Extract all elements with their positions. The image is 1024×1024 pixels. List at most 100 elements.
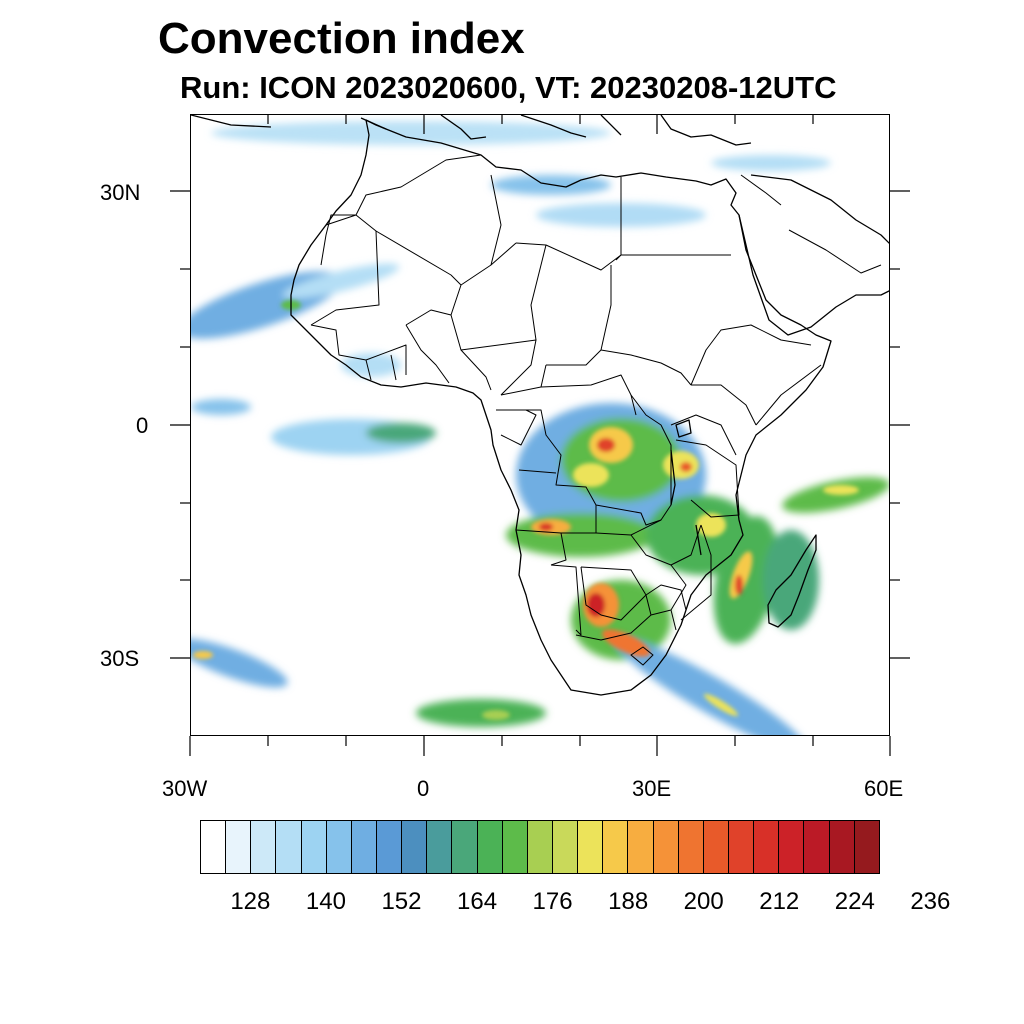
- core-indian-ocean: [823, 485, 859, 495]
- colorbar-swatch: [452, 821, 478, 873]
- convection-sa-band: [615, 637, 807, 735]
- border-uganda-kenya: [670, 414, 737, 456]
- lat-label-0: 0: [136, 413, 149, 438]
- colorbar-swatch: [527, 821, 553, 873]
- border-mozambique: [670, 524, 712, 621]
- border-south-africa: [575, 609, 677, 641]
- colorbar-swatch: [804, 821, 830, 873]
- convection-equatorial-atlantic-w: [191, 399, 251, 415]
- coastline-lake-tanganyika: [670, 449, 676, 506]
- colorbar-tick-label: 152: [381, 888, 422, 915]
- coastline-lake-victoria: [675, 419, 692, 438]
- colorbar-swatch: [376, 821, 403, 873]
- colorbar-swatch: [779, 821, 805, 873]
- convection-sahel-streak: [282, 263, 400, 299]
- coastline-lake-malawi: [695, 524, 702, 556]
- lon-label-0: 0: [417, 776, 430, 801]
- colorbar-tick-label: 212: [759, 888, 800, 915]
- border-western-sahara: [320, 214, 356, 266]
- convection-egypt-north: [711, 155, 831, 171]
- colorbar-swatch: [502, 821, 528, 873]
- core-south-atlantic-w: [193, 651, 213, 659]
- colorbar-swatch: [477, 821, 503, 873]
- colorbar-swatch: [251, 821, 277, 873]
- border-mauritania: [310, 214, 380, 326]
- core-drc-east-red: [680, 462, 692, 472]
- colorbar-tick-label: 140: [305, 888, 346, 915]
- border-ethiopia: [690, 324, 812, 426]
- coastline-europe: [191, 115, 752, 146]
- map-frame: [190, 114, 890, 736]
- border-botswana: [580, 566, 647, 621]
- colorbar-tick-label: 224: [834, 888, 875, 915]
- border-tanzania: [675, 439, 740, 518]
- colorbar-swatch: [276, 821, 302, 873]
- convection-madagascar: [763, 530, 819, 630]
- chart-title: Convection index: [158, 14, 525, 63]
- coastline-africa-mainland: [290, 119, 832, 696]
- border-zimbabwe: [645, 584, 687, 611]
- colorbar-swatch: [301, 821, 327, 873]
- colorbar-swatch: [326, 821, 352, 873]
- map-canvas: [191, 115, 889, 735]
- colorbar: [200, 820, 880, 874]
- core-mozambique-red: [735, 575, 743, 595]
- lon-label-30e: 30E: [632, 776, 672, 801]
- colorbar-swatch: [728, 821, 755, 873]
- convection-south-atlantic-w: [191, 638, 288, 688]
- lat-label-30s: 30S: [100, 646, 140, 671]
- colorbar-tick-label: 164: [457, 888, 498, 915]
- convection-indian-ocean: [782, 477, 889, 513]
- coastline-layer: [191, 115, 889, 696]
- lat-label-30n: 30N: [100, 180, 141, 205]
- colorbar-swatch: [427, 821, 453, 873]
- border-mali-niger: [405, 284, 462, 326]
- colorbar-swatch: [854, 821, 879, 873]
- border-nigeria: [450, 314, 537, 396]
- border-drc: [521, 394, 672, 526]
- coastline-arabia: [738, 174, 889, 336]
- colorbar-tick-label: 200: [683, 888, 724, 915]
- core-congo-3: [573, 463, 609, 487]
- colorbar-swatch: [678, 821, 704, 873]
- convection-equatorial-atlantic-core: [366, 423, 436, 443]
- colorbar-swatch: [754, 821, 780, 873]
- colorbar-tick-label: 236: [910, 888, 951, 915]
- convection-field-layer: [191, 121, 889, 735]
- lon-label-30w: 30W: [162, 776, 208, 801]
- convection-guinea-coast: [341, 353, 401, 377]
- border-congo-gabon: [496, 409, 537, 446]
- core-angola-red: [539, 523, 553, 531]
- border-west-africa-states: [310, 324, 450, 384]
- colorbar-swatch: [603, 821, 629, 873]
- border-niger-chad: [530, 244, 547, 341]
- border-somalia-kenya: [755, 364, 822, 426]
- colorbar-swatch: [653, 821, 679, 873]
- colorbar-swatch: [351, 821, 377, 873]
- colorbar-swatch: [402, 821, 428, 873]
- core-south-atlantic: [482, 710, 510, 720]
- colorbar-swatch: [578, 821, 604, 873]
- convection-north-atlantic: [211, 121, 611, 145]
- border-libya-chad: [515, 242, 622, 271]
- core-congo-2: [597, 438, 615, 452]
- convection-angola: [506, 513, 656, 557]
- colorbar-swatch: [628, 821, 654, 873]
- lon-label-60e: 60E: [864, 776, 904, 801]
- country-border-layer: [310, 154, 882, 666]
- border-namibia: [550, 564, 652, 636]
- colorbar-swatch: [226, 821, 252, 873]
- border-car: [500, 364, 637, 416]
- convection-west-africa: [191, 271, 343, 339]
- coastline-madagascar: [767, 534, 817, 628]
- border-algeria-mali: [375, 230, 517, 286]
- convection-core-layer: [193, 300, 859, 720]
- colorbar-swatch: [201, 821, 227, 873]
- chart-subtitle: Run: ICON 2023020600, VT: 20230208-12UTC: [180, 70, 837, 105]
- border-algeria-libya: [490, 174, 502, 266]
- border-saudi: [740, 174, 882, 274]
- colorbar-swatch: [552, 821, 579, 873]
- border-sudan-south-sudan: [600, 349, 692, 386]
- colorbar-swatch: [703, 821, 729, 873]
- colorbar-tick-label: 128: [230, 888, 271, 915]
